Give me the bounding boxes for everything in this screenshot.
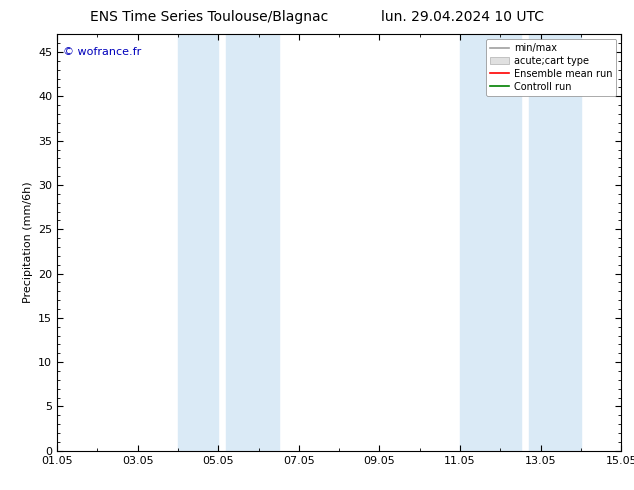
Legend: min/max, acute;cart type, Ensemble mean run, Controll run: min/max, acute;cart type, Ensemble mean … — [486, 39, 616, 96]
Text: ENS Time Series Toulouse/Blagnac: ENS Time Series Toulouse/Blagnac — [90, 10, 328, 24]
Text: © wofrance.fr: © wofrance.fr — [63, 47, 141, 57]
Bar — [226, 34, 279, 451]
Bar — [460, 34, 521, 451]
Bar — [529, 34, 581, 451]
Bar — [178, 34, 218, 451]
Text: lun. 29.04.2024 10 UTC: lun. 29.04.2024 10 UTC — [381, 10, 545, 24]
Y-axis label: Precipitation (mm/6h): Precipitation (mm/6h) — [23, 182, 32, 303]
